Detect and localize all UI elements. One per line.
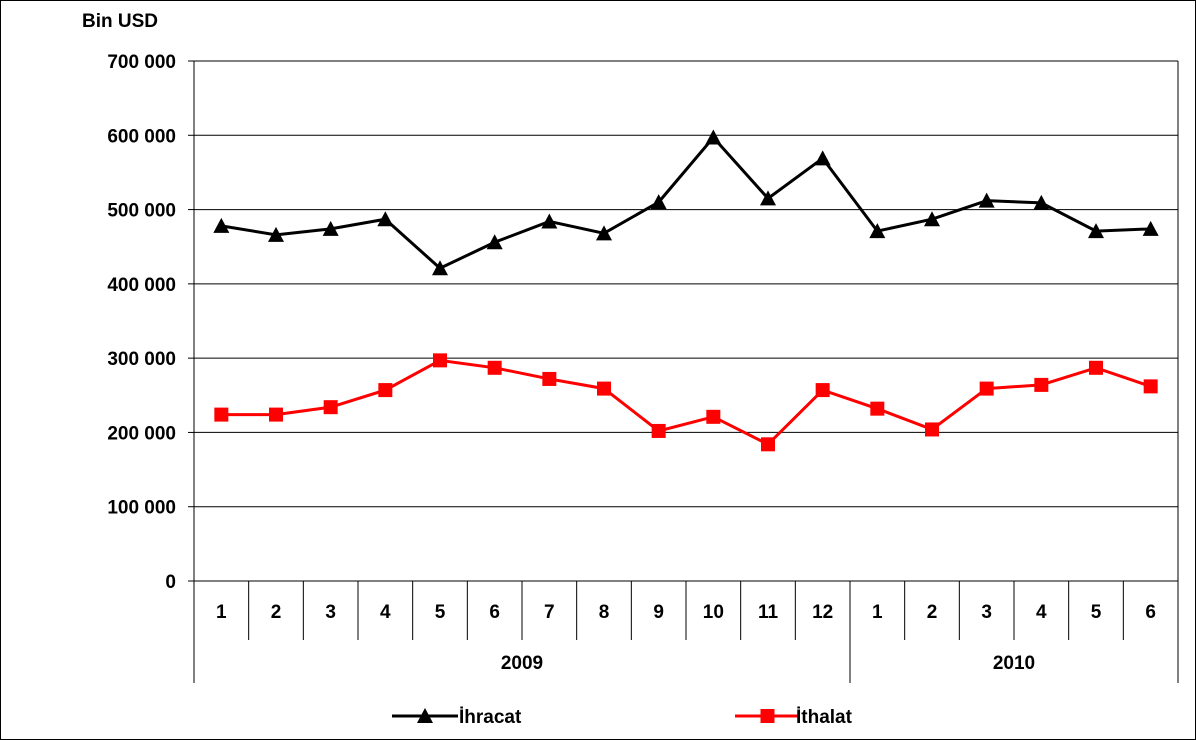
- x-tick-label: 1: [872, 602, 883, 623]
- data-point: [488, 361, 502, 375]
- legend-marker: [761, 709, 775, 723]
- y-tick-label: 300 000: [107, 349, 176, 370]
- x-tick-label: 1: [216, 602, 227, 623]
- x-tick-label: 6: [489, 602, 500, 623]
- data-point: [433, 353, 447, 367]
- x-tick-label: 2: [927, 602, 938, 623]
- y-tick-label: 200 000: [107, 423, 176, 444]
- data-point: [706, 410, 720, 424]
- data-point: [816, 383, 830, 397]
- x-tick-label: 11: [758, 602, 779, 623]
- x-tick-label: 10: [703, 602, 724, 623]
- data-point: [1144, 379, 1158, 393]
- x-tick-label: 12: [812, 602, 833, 623]
- x-tick-label: 4: [1036, 602, 1047, 623]
- x-tick-label: 9: [653, 602, 664, 623]
- data-point: [1089, 361, 1103, 375]
- data-point: [1034, 378, 1048, 392]
- legend-label: İhracat: [459, 707, 522, 728]
- series-ihracat: [213, 130, 1158, 276]
- data-point: [487, 234, 503, 249]
- series-line: [221, 138, 1150, 269]
- data-point: [870, 402, 884, 416]
- data-point: [378, 383, 392, 397]
- x-tick-label: 2: [271, 602, 282, 623]
- x-tick-label: 3: [325, 602, 336, 623]
- series-line: [221, 360, 1150, 444]
- y-tick-label: 700 000: [107, 52, 176, 73]
- legend-item: İthalat: [735, 707, 853, 728]
- x-tick-label: 6: [1145, 602, 1156, 623]
- data-point: [597, 382, 611, 396]
- x-tick-label: 7: [544, 602, 555, 623]
- legend: İhracat İthalat: [392, 707, 853, 728]
- x-group-label: 2009: [501, 653, 543, 674]
- y-tick-label: 0: [165, 572, 176, 593]
- series-ithalat: [214, 353, 1157, 451]
- x-tick-label: 5: [1091, 602, 1102, 623]
- data-point: [269, 408, 283, 422]
- x-tick-label: 8: [599, 602, 610, 623]
- data-point: [815, 150, 831, 165]
- data-point: [542, 372, 556, 386]
- data-point: [214, 408, 228, 422]
- y-tick-label: 100 000: [107, 498, 176, 519]
- legend-item: İhracat: [392, 707, 522, 728]
- x-group-label: 2010: [993, 653, 1035, 674]
- data-point: [541, 213, 557, 228]
- x-tick-label: 3: [981, 602, 992, 623]
- data-point: [652, 424, 666, 438]
- data-point: [705, 130, 721, 145]
- data-point: [761, 437, 775, 451]
- legend-label: İthalat: [796, 707, 853, 728]
- data-point: [324, 400, 338, 414]
- x-tick-label: 5: [435, 602, 446, 623]
- y-tick-labels: 0 100 000 200 000 300 000 400 000 500 000 600 …: [107, 52, 176, 593]
- y-tick-label: 500 000: [107, 201, 176, 222]
- data-point: [980, 382, 994, 396]
- axes: [188, 61, 1178, 683]
- y-tick-label: 600 000: [107, 126, 176, 147]
- x-tick-label: 4: [380, 602, 391, 623]
- data-point: [925, 422, 939, 436]
- x-group-labels: 2009 2010: [501, 653, 1035, 674]
- y-tick-label: 400 000: [107, 275, 176, 296]
- gridlines: [194, 61, 1178, 507]
- series-lines: [213, 130, 1158, 452]
- y-axis-title: Bin USD: [82, 11, 158, 32]
